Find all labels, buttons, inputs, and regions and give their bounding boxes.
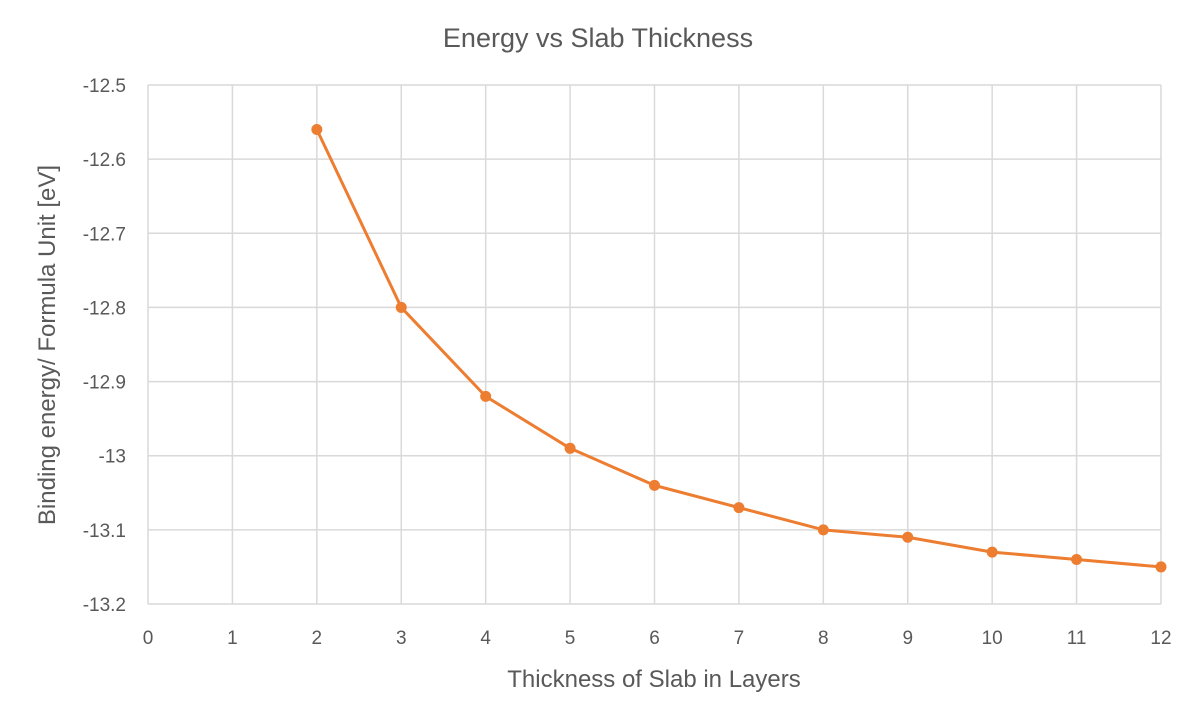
data-point: [480, 391, 491, 402]
x-tick-label: 6: [649, 628, 660, 649]
x-tick-label: 2: [312, 628, 323, 649]
data-point: [1156, 561, 1167, 572]
y-tick-label: -12.8: [83, 298, 126, 319]
data-point: [818, 524, 829, 535]
data-point: [565, 443, 576, 454]
y-tick-label: -12.5: [83, 76, 126, 97]
x-tick-label: 9: [902, 628, 913, 649]
x-tick-label: 3: [396, 628, 407, 649]
y-tick-label: -12.7: [83, 224, 126, 245]
x-tick-label: 12: [1150, 628, 1171, 649]
data-point: [733, 502, 744, 513]
tick-labels: 0 1 2 3 4 5 6 7 8 9 10 11 12-12.5-12.6-12.7-12.8-12.…: [83, 76, 1172, 649]
x-tick-label: 7: [734, 628, 745, 649]
x-tick-label: 10: [982, 628, 1003, 649]
grid-lines: [148, 85, 1161, 604]
x-tick-label: 8: [818, 628, 829, 649]
data-point: [987, 547, 998, 558]
x-tick-label: 11: [1067, 628, 1087, 649]
x-axis-title: Thickness of Slab in Layers: [507, 666, 800, 693]
data-point: [902, 532, 913, 543]
x-tick-label: 0: [143, 628, 154, 649]
x-tick-label: 5: [565, 628, 576, 649]
x-tick-label: 4: [480, 628, 491, 649]
y-tick-label: -13: [99, 447, 126, 468]
data-point: [1071, 554, 1082, 565]
y-tick-label: -12.9: [83, 373, 126, 394]
data-point: [396, 302, 407, 313]
y-tick-label: -12.6: [83, 150, 126, 171]
x-tick-label: 1: [227, 628, 238, 649]
y-tick-label: -13.1: [83, 521, 126, 542]
data-point: [311, 124, 322, 135]
y-tick-label: -13.2: [83, 595, 126, 616]
y-axis-title: Binding energy/ Formula Unit [eV]: [34, 165, 61, 525]
chart-title: Energy vs Slab Thickness: [443, 23, 753, 53]
data-point: [649, 480, 660, 491]
